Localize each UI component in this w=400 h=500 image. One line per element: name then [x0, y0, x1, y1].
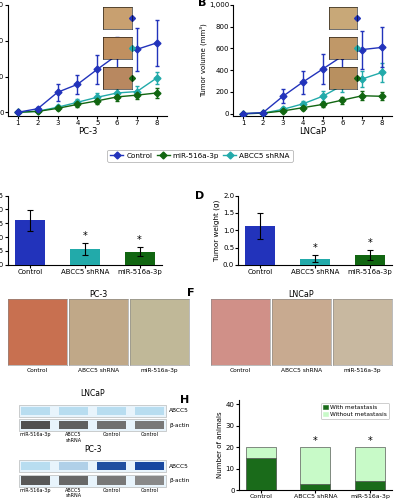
Text: *: * [313, 243, 318, 253]
FancyBboxPatch shape [20, 405, 166, 416]
X-axis label: ABCC5 shRNA: ABCC5 shRNA [281, 368, 322, 373]
FancyBboxPatch shape [136, 476, 164, 485]
Text: Control: Control [103, 432, 121, 437]
Text: *: * [368, 436, 372, 446]
Y-axis label: Tumor volume (mm³): Tumor volume (mm³) [200, 24, 208, 98]
X-axis label: Control: Control [27, 368, 48, 373]
FancyBboxPatch shape [97, 406, 126, 415]
FancyBboxPatch shape [20, 475, 166, 486]
FancyBboxPatch shape [97, 462, 126, 470]
Title: PC-3: PC-3 [90, 290, 108, 298]
Text: miR-516a-3p: miR-516a-3p [20, 488, 51, 492]
Bar [355, 482, 385, 490]
FancyBboxPatch shape [21, 421, 50, 430]
FancyBboxPatch shape [20, 460, 166, 472]
Text: Control: Control [141, 432, 159, 437]
Text: miR-516a-3p: miR-516a-3p [20, 432, 51, 437]
Text: ABCC5: ABCC5 [169, 464, 189, 468]
Text: β-actin: β-actin [169, 478, 190, 483]
Text: ABCC5: ABCC5 [169, 408, 189, 413]
FancyBboxPatch shape [97, 421, 126, 430]
FancyBboxPatch shape [136, 406, 164, 415]
Bar [300, 447, 330, 484]
X-axis label: miR-516a-3p: miR-516a-3p [141, 368, 178, 373]
Text: LNCaP: LNCaP [80, 389, 105, 398]
Text: PC-3: PC-3 [84, 444, 102, 454]
Y-axis label: Number of animals: Number of animals [217, 412, 223, 478]
FancyBboxPatch shape [59, 421, 88, 430]
FancyBboxPatch shape [59, 476, 88, 485]
Text: F: F [187, 288, 195, 298]
Bar [124, 252, 155, 265]
Text: Control: Control [103, 488, 121, 492]
Text: *: * [82, 230, 87, 240]
Text: *: * [137, 234, 142, 244]
Bar [246, 447, 276, 458]
Bar [300, 258, 330, 265]
Text: ABCC5
shRNA: ABCC5 shRNA [65, 488, 82, 498]
X-axis label: miR-516a-3p: miR-516a-3p [344, 368, 382, 373]
Bar [246, 458, 276, 490]
FancyBboxPatch shape [59, 462, 88, 470]
Title: LNCaP: LNCaP [289, 290, 314, 298]
Text: *: * [368, 238, 372, 248]
Bar [245, 226, 276, 265]
X-axis label: ABCC5 shRNA: ABCC5 shRNA [78, 368, 119, 373]
Legend: Control, miR-516a-3p, ABCC5 shRNA: Control, miR-516a-3p, ABCC5 shRNA [108, 150, 292, 162]
FancyBboxPatch shape [59, 406, 88, 415]
X-axis label: Control: Control [230, 368, 251, 373]
Y-axis label: Tumor weight (g): Tumor weight (g) [214, 200, 220, 261]
Bar [15, 220, 45, 265]
Bar [70, 249, 100, 265]
Bar [355, 255, 385, 265]
FancyBboxPatch shape [21, 406, 50, 415]
Legend: With metastasis, Without metastasis: With metastasis, Without metastasis [320, 403, 389, 419]
Text: ABCC5
shRNA: ABCC5 shRNA [65, 432, 82, 443]
Text: B: B [198, 0, 207, 8]
FancyBboxPatch shape [21, 476, 50, 485]
Text: D: D [195, 192, 205, 202]
X-axis label: LNCaP: LNCaP [299, 128, 326, 136]
Text: β-actin: β-actin [169, 422, 190, 428]
Text: Control: Control [141, 488, 159, 492]
Bar [355, 447, 385, 482]
Bar [300, 484, 330, 490]
FancyBboxPatch shape [20, 420, 166, 431]
Text: *: * [313, 436, 318, 446]
FancyBboxPatch shape [136, 462, 164, 470]
FancyBboxPatch shape [136, 421, 164, 430]
FancyBboxPatch shape [97, 476, 126, 485]
Text: H: H [180, 394, 190, 404]
X-axis label: PC-3: PC-3 [78, 128, 97, 136]
FancyBboxPatch shape [21, 462, 50, 470]
